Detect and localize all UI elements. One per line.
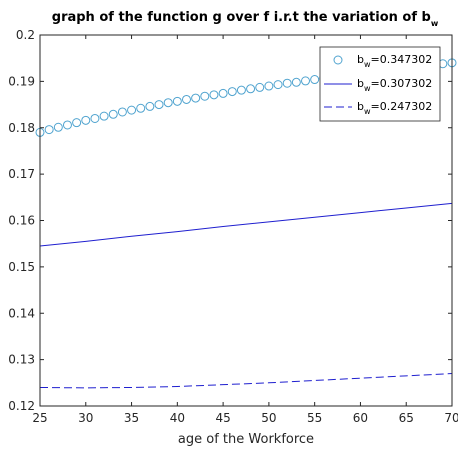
data-point	[72, 118, 82, 128]
data-point	[117, 107, 127, 117]
x-tick-label: 35	[124, 411, 139, 425]
x-axis: 25 30 35 40 45 50 55 60 65 70	[32, 35, 458, 425]
data-point	[181, 94, 191, 104]
data-point	[191, 93, 201, 103]
x-tick-label: 45	[215, 411, 230, 425]
legend-label-series-1: bw=0.347302	[357, 53, 432, 69]
data-point	[282, 78, 292, 88]
x-tick-label: 25	[32, 411, 47, 425]
y-tick-label: 0.16	[8, 214, 35, 228]
data-point	[108, 109, 118, 119]
data-point	[145, 101, 155, 111]
data-point	[172, 96, 182, 106]
data-point	[227, 87, 237, 97]
x-tick-label: 50	[261, 411, 276, 425]
y-tick-label: 0.19	[8, 74, 35, 88]
data-point	[62, 120, 72, 130]
data-point	[163, 98, 173, 108]
data-point	[236, 85, 246, 95]
y-tick-label: 0.12	[8, 399, 35, 413]
data-point	[200, 91, 210, 101]
y-tick-label: 0.14	[8, 306, 35, 320]
data-point	[310, 75, 320, 85]
data-point	[127, 105, 137, 115]
legend: bw=0.347302 bw=0.307302 bw=0.247302	[319, 46, 441, 122]
legend-label-series-2: bw=0.307302	[357, 77, 432, 93]
y-tick-label: 0.2	[16, 28, 35, 42]
data-point	[264, 81, 274, 91]
data-point	[209, 90, 219, 100]
data-point	[99, 111, 109, 121]
y-tick-label: 0.18	[8, 121, 35, 135]
x-tick-label: 30	[78, 411, 93, 425]
data-point	[218, 88, 228, 98]
data-point	[291, 77, 301, 87]
data-point	[44, 125, 54, 135]
legend-label-series-3: bw=0.247302	[357, 100, 432, 116]
data-point	[301, 76, 311, 86]
y-tick-label: 0.17	[8, 167, 35, 181]
data-point	[81, 115, 91, 125]
data-point	[255, 82, 265, 92]
x-tick-label: 55	[307, 411, 322, 425]
x-axis-label: age of the Workforce	[178, 432, 314, 447]
data-point	[90, 113, 100, 123]
data-point	[53, 122, 63, 132]
data-point	[273, 80, 283, 90]
y-tick-label: 0.13	[8, 353, 35, 367]
legend-marker-series-1	[333, 55, 343, 65]
data-point	[136, 103, 146, 113]
y-tick-label: 0.15	[8, 260, 35, 274]
x-tick-label: 70	[444, 411, 458, 425]
x-tick-label: 65	[399, 411, 414, 425]
y-axis: 0.12 0.13 0.14 0.15 0.16 0.17 0.18 0.19 0.2	[8, 28, 452, 413]
x-tick-label: 40	[170, 411, 185, 425]
chart-title: graph of the function g over f i.r.t the…	[52, 10, 439, 28]
x-tick-label: 60	[353, 411, 368, 425]
data-point	[154, 100, 164, 110]
series-2-line	[39, 202, 453, 247]
data-point	[246, 84, 256, 94]
series-3-line	[39, 373, 453, 389]
